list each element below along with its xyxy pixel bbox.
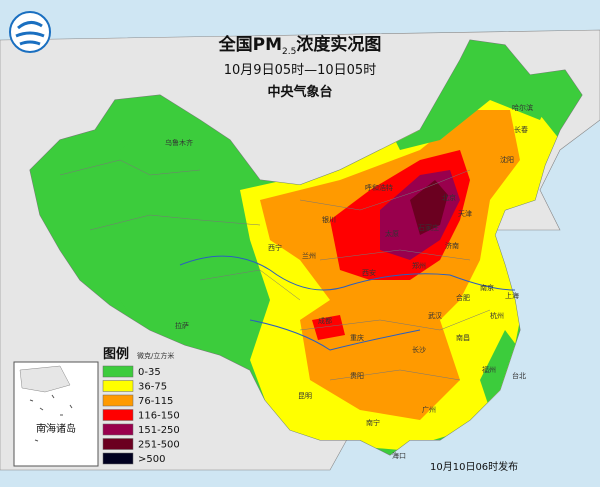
title-text: 全国PM xyxy=(218,34,282,55)
city-label: 济南 xyxy=(445,241,459,250)
city-label: 郑州 xyxy=(412,262,426,270)
issue-time: 10月10日06时发布 xyxy=(430,460,518,473)
city-label: 西宁 xyxy=(268,243,282,252)
city-label: 沈阳 xyxy=(500,155,514,164)
city-label: 昆明 xyxy=(298,392,312,400)
city-label: 呼和浩特 xyxy=(365,183,393,192)
period: 10月9日05时—10日05时 xyxy=(224,63,376,78)
city-label: 拉萨 xyxy=(175,321,189,330)
legend-label: 76-115 xyxy=(138,396,173,407)
legend-label: >500 xyxy=(138,454,165,465)
city-label: 银川 xyxy=(322,215,336,224)
province-borders xyxy=(59,159,491,381)
legend-label: 251-500 xyxy=(138,440,180,451)
city-label: 上海 xyxy=(505,291,519,300)
legend-swatch xyxy=(102,394,134,407)
legend-swatch xyxy=(102,409,134,421)
pollution-zone xyxy=(120,120,220,200)
pollution-zone xyxy=(312,315,345,340)
city-label: 合肥 xyxy=(456,293,470,302)
city-label: 贵阳 xyxy=(350,371,364,380)
city-label: 乌鲁木齐 xyxy=(165,138,193,147)
legend-label: 151-250 xyxy=(138,425,180,436)
city-label: 西安 xyxy=(362,268,376,277)
legend-swatch xyxy=(102,365,134,378)
legend-swatch xyxy=(102,452,134,465)
legend-swatch xyxy=(102,380,134,392)
city-label: 南宁 xyxy=(366,418,380,427)
legend-unit: 微克/立方米 xyxy=(137,351,174,360)
city-label: 石家庄 xyxy=(418,223,439,232)
title-subscript: 2.5 xyxy=(282,47,296,57)
legend-swatch xyxy=(102,438,134,450)
city-label: 哈尔滨 xyxy=(512,103,533,112)
city-label: 广州 xyxy=(422,405,436,414)
legend-label: 0-35 xyxy=(138,367,161,378)
city-label: 长春 xyxy=(514,125,528,134)
city-label: 南昌 xyxy=(456,333,470,342)
city-label: 台北 xyxy=(512,371,526,380)
inset-label: 南海诸岛 xyxy=(36,422,76,435)
city-label: 太原 xyxy=(385,229,399,238)
city-label: 杭州 xyxy=(490,311,504,320)
legend-swatch xyxy=(102,423,134,436)
city-labels: 乌鲁木齐 拉萨 西宁 兰州 银川 呼和浩特 北京 天津 石家庄 太原 济南 郑州… xyxy=(165,103,533,460)
city-label: 福州 xyxy=(482,365,496,374)
city-label: 天津 xyxy=(458,210,472,218)
city-label: 北京 xyxy=(442,193,456,202)
agency: 中央气象台 xyxy=(267,84,332,100)
city-label: 武汉 xyxy=(428,311,442,320)
pollution-zone xyxy=(120,260,240,350)
city-label: 长沙 xyxy=(412,345,426,354)
south-china-sea-inset: 南海诸岛 xyxy=(13,361,99,467)
legend-label: 116-150 xyxy=(138,411,180,422)
title: 全国PM2.5浓度实况图 xyxy=(218,34,382,57)
city-label: 南京 xyxy=(480,283,494,292)
pollution-zone xyxy=(410,180,448,235)
city-label: 兰州 xyxy=(302,251,316,260)
city-label: 成都 xyxy=(318,316,332,325)
title-text: 浓度实况图 xyxy=(296,34,381,55)
legend-label: 36-75 xyxy=(138,382,167,393)
legend: 图例 微克/立方米 0-35 36-75 76-115 116-150 151-250 2… xyxy=(102,346,180,465)
logo xyxy=(9,11,51,53)
rivers xyxy=(179,255,516,351)
legend-title: 图例 xyxy=(103,346,129,362)
city-label: 海口 xyxy=(392,451,406,460)
city-label: 重庆 xyxy=(350,333,364,342)
